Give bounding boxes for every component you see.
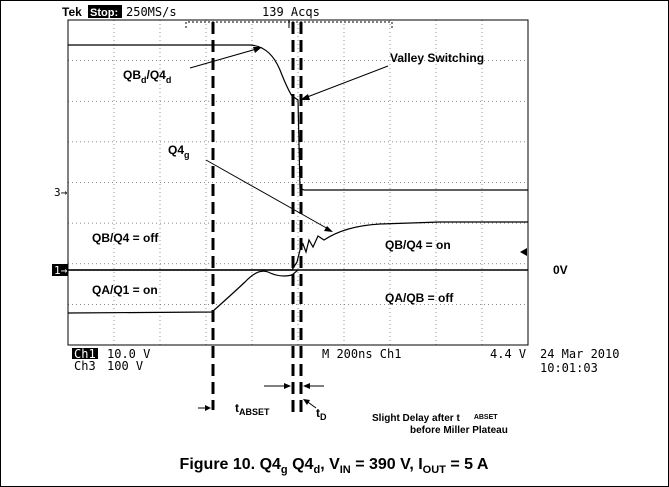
- arrowhead: [253, 47, 262, 53]
- ch3-scale: 100 V: [107, 359, 143, 373]
- marker1: 1→: [54, 264, 68, 277]
- label-delay-2: before Miller Plateau: [410, 425, 508, 436]
- arrow: [301, 65, 389, 100]
- scope-border: [67, 19, 529, 346]
- arrow: [189, 47, 261, 69]
- trigger: 4.4 V: [490, 347, 526, 361]
- ch1-scale: 10.0 V: [107, 347, 150, 361]
- arrowhead: [205, 405, 211, 411]
- date: 24 Mar 2010: [540, 347, 619, 361]
- time: 10:01:03: [540, 361, 598, 375]
- caption: Figure 10. Q4g Q4d, VIN = 390 V, IOUT = …: [180, 456, 489, 476]
- ch1-box: [72, 348, 98, 359]
- label-qbd: QBd/Q4d: [123, 68, 171, 85]
- marker1-box: [52, 264, 68, 276]
- ch3: Ch3: [74, 359, 96, 373]
- state-box: [88, 5, 122, 18]
- label-qb-off: QB/Q4 = off: [92, 231, 159, 245]
- scope-grid: [68, 20, 528, 345]
- label-qa-off: QA/QB = off: [385, 291, 454, 305]
- label-qa-on: QA/Q1 = on: [92, 283, 158, 297]
- trace-qa: [67, 269, 299, 314]
- label-qb-on: QB/Q4 = on: [385, 238, 451, 252]
- arrowhead: [284, 383, 291, 389]
- label-delay: Slight Delay after t ABSET: [372, 413, 498, 424]
- marker3: 3→: [54, 186, 68, 199]
- arrowhead: [300, 94, 310, 100]
- brand: Tek: [62, 5, 82, 19]
- acqs: 139 Acqs: [262, 5, 320, 19]
- ref-arrow: [520, 248, 527, 256]
- label-tabset: tABSET: [235, 401, 270, 417]
- state: Stop:: [90, 7, 118, 19]
- arrowhead: [324, 226, 333, 232]
- timebase: M 200ns Ch1: [322, 347, 401, 361]
- label-td: tD: [316, 406, 327, 422]
- arrowhead: [303, 383, 310, 389]
- label-0v: 0V: [553, 263, 568, 277]
- arrowhead: [303, 399, 310, 405]
- arrow: [205, 159, 331, 231]
- label-valley: Valley Switching: [390, 51, 484, 65]
- rate: 250MS/s: [126, 5, 177, 19]
- ch1: Ch1: [74, 347, 96, 361]
- label-q4g: Q4g: [168, 143, 190, 160]
